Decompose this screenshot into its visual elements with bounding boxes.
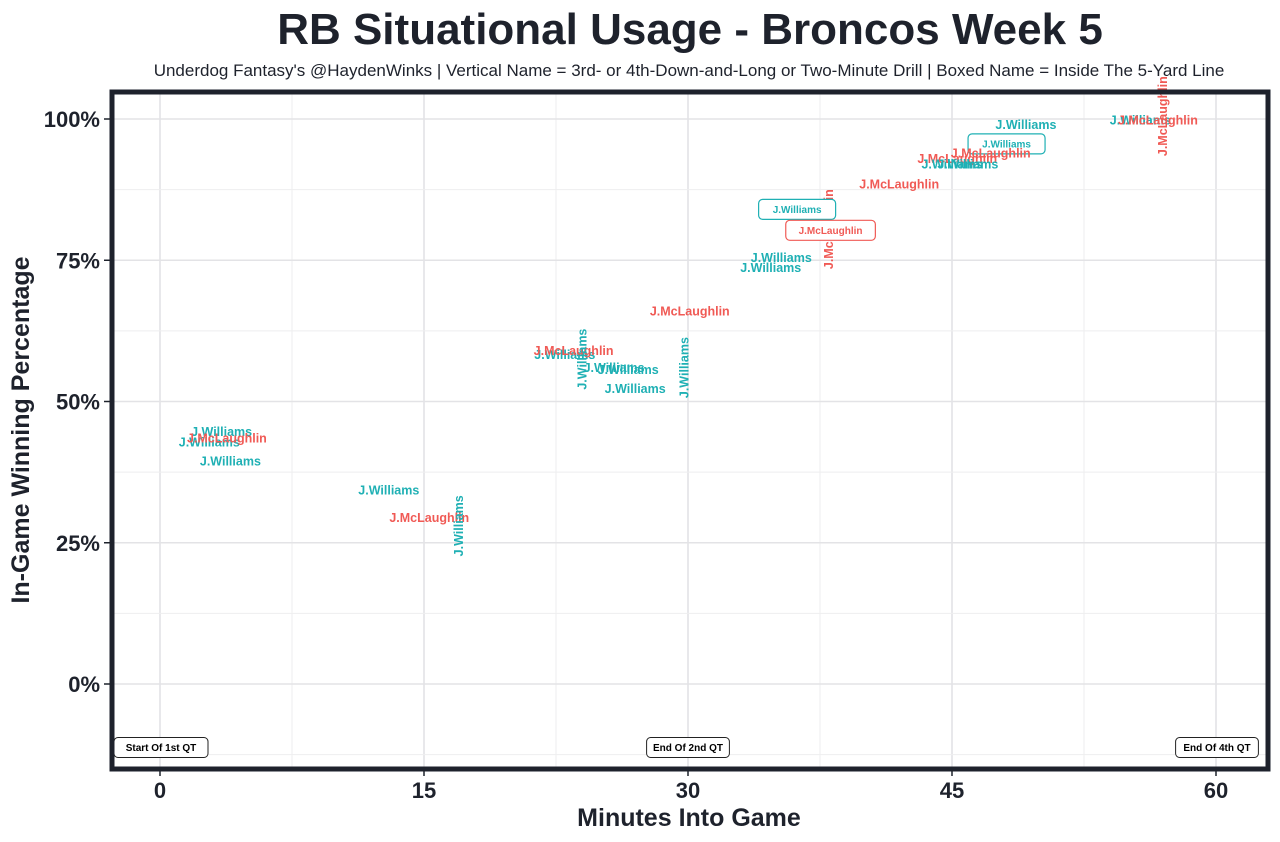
point-jmclaughlin: J.McLaughlin (650, 305, 730, 319)
quarter-label: End Of 4th QT (1175, 737, 1259, 758)
boxed-label-text: J.McLaughlin (799, 226, 863, 237)
x-tick-label: 30 (676, 778, 700, 803)
quarter-label-text: Start Of 1st QT (126, 743, 197, 754)
point-jwilliams: J.Williams (191, 425, 252, 439)
chart-subtitle: Underdog Fantasy's @HaydenWinks | Vertic… (154, 61, 1225, 80)
x-tick-label: 15 (412, 778, 436, 803)
point-jwilliams: J.Williams (740, 261, 801, 275)
boxed-label-border (785, 219, 876, 241)
point-jwilliams: J.Williams (921, 158, 982, 172)
data-points: J.WilliamsJ.WilliamsJ.McLaughlinJ.Willia… (179, 76, 1198, 556)
point-jwilliams-boxed: J.Williams (758, 198, 837, 220)
point-jwilliams-vertical: J.Williams (452, 495, 466, 556)
point-jwilliams-boxed: J.Williams (967, 133, 1046, 155)
quarter-label-text: End Of 4th QT (1183, 743, 1250, 754)
quarter-labels: Start Of 1st QT End Of 2nd QT End Of 4th Q… (113, 737, 1259, 758)
point-jwilliams: J.Williams (584, 361, 645, 375)
point-jwilliams: J.Williams (534, 348, 595, 362)
boxed-label-border (758, 198, 837, 220)
y-tick-label: 75% (56, 248, 100, 273)
point-jmclaughlin: J.McLaughlin (951, 146, 1031, 160)
point-jwilliams-vertical: J.Williams (575, 329, 589, 390)
y-tick-label: 100% (44, 107, 100, 132)
grid (114, 94, 1266, 767)
point-jwilliams: J.Williams (605, 382, 666, 396)
y-tick-label: 0% (68, 672, 100, 697)
boxed-label-text: J.Williams (982, 139, 1031, 150)
boxed-label-border (967, 133, 1046, 155)
point-jwilliams: J.Williams (751, 251, 812, 265)
chart-title: RB Situational Usage - Broncos Week 5 (277, 5, 1103, 54)
x-tick-label: 45 (940, 778, 964, 803)
point-jwilliams: J.Williams (937, 158, 998, 172)
x-axis-ticks: 0 15 30 45 60 (154, 770, 1228, 803)
quarter-label: End Of 2nd QT (646, 737, 730, 758)
point-jwilliams: J.Williams (200, 454, 261, 468)
x-tick-label: 0 (154, 778, 166, 803)
point-jmclaughlin-boxed: J.McLaughlin (785, 219, 876, 241)
quarter-label-box (646, 737, 730, 758)
quarter-label-text: End Of 2nd QT (653, 743, 723, 754)
x-tick-label: 60 (1204, 778, 1228, 803)
point-jmclaughlin: J.McLaughlin (187, 432, 267, 446)
point-jwilliams: J.Williams (358, 484, 419, 498)
y-tick-label: 25% (56, 531, 100, 556)
point-jmclaughlin: J.McLaughlin (534, 344, 614, 358)
point-jmclaughlin: J.McLaughlin (389, 511, 469, 525)
boxed-label-text: J.Williams (773, 205, 822, 216)
point-jmclaughlin-vertical: J.McLaughlin (1156, 76, 1170, 156)
quarter-label: Start Of 1st QT (113, 737, 209, 758)
panel-border (109, 89, 1271, 772)
point-jmclaughlin: J.McLaughlin (859, 177, 939, 191)
point-jwilliams: J.Williams (1110, 114, 1171, 128)
point-jmclaughlin: J.McLaughlin (917, 152, 997, 166)
point-jwilliams: J.Williams (995, 118, 1056, 132)
y-axis-ticks: 0% 25% 50% 75% 100% (44, 107, 110, 697)
y-axis-title: In-Game Winning Percentage (7, 256, 35, 603)
point-jwilliams-vertical: J.Williams (677, 337, 691, 398)
point-jwilliams: J.Williams (598, 363, 659, 377)
point-jwilliams: J.Williams (179, 436, 240, 450)
x-axis-title: Minutes Into Game (577, 804, 801, 832)
quarter-label-box (1175, 737, 1259, 758)
point-jmclaughlin: J.McLaughlin (1118, 114, 1198, 128)
y-tick-label: 50% (56, 390, 100, 415)
